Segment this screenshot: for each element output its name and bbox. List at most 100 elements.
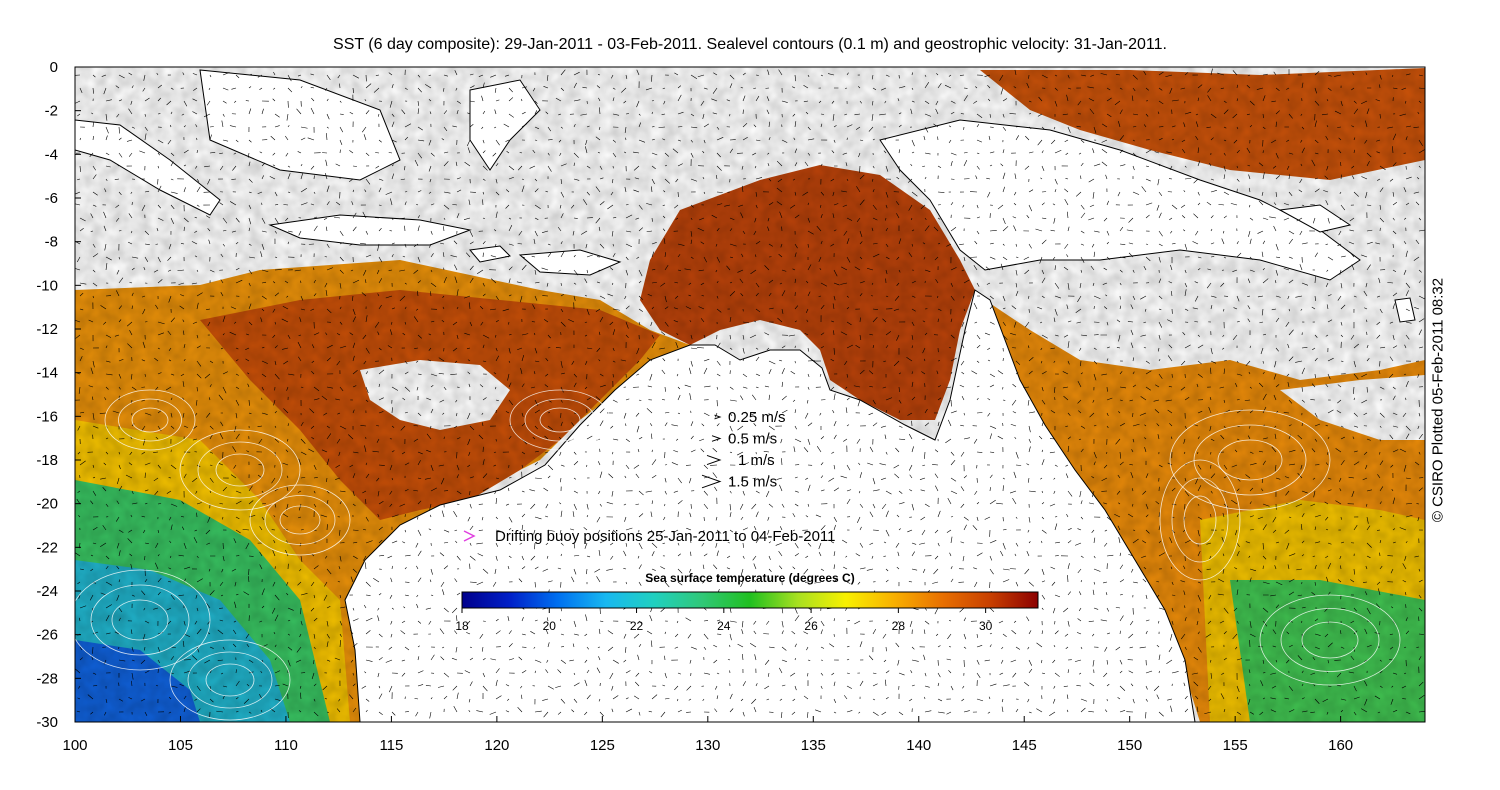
velocity-vector bbox=[209, 646, 214, 649]
velocity-vector bbox=[399, 217, 406, 220]
velocity-vector bbox=[310, 308, 315, 311]
velocity-vector bbox=[1010, 423, 1017, 427]
velocity-vector bbox=[584, 659, 588, 663]
velocity-vector bbox=[1301, 422, 1303, 427]
velocity-vector bbox=[1351, 165, 1355, 169]
velocity-vector bbox=[129, 451, 133, 456]
velocity-vector bbox=[144, 243, 150, 246]
velocity-vector bbox=[352, 683, 356, 687]
velocity-vector bbox=[339, 640, 342, 648]
velocity-vector bbox=[92, 174, 97, 180]
velocity-vector bbox=[1405, 250, 1408, 258]
velocity-vector bbox=[1249, 238, 1252, 245]
velocity-vector bbox=[456, 213, 460, 219]
velocity-vector bbox=[843, 566, 848, 570]
velocity-vector bbox=[182, 381, 185, 388]
velocity-vector bbox=[893, 464, 900, 469]
velocity-vector bbox=[755, 177, 763, 180]
velocity-vector bbox=[547, 152, 550, 156]
velocity-vector bbox=[898, 112, 902, 115]
velocity-vector bbox=[229, 201, 237, 206]
velocity-vector bbox=[841, 539, 848, 544]
velocity-vector bbox=[1262, 278, 1269, 284]
velocity-vector bbox=[208, 87, 211, 91]
velocity-vector bbox=[1338, 137, 1342, 141]
velocity-vector bbox=[664, 321, 669, 327]
velocity-vector bbox=[1155, 384, 1160, 388]
velocity-vector bbox=[1093, 347, 1097, 350]
velocity-vector bbox=[440, 581, 445, 587]
velocity-vector bbox=[203, 113, 211, 118]
velocity-vector bbox=[883, 150, 887, 154]
velocity-vector bbox=[144, 472, 146, 479]
velocity-vector bbox=[729, 451, 733, 454]
velocity-vector bbox=[1334, 110, 1342, 115]
velocity-vector bbox=[989, 242, 994, 245]
velocity-vector bbox=[196, 149, 198, 154]
velocity-vector bbox=[428, 139, 432, 146]
velocity-vector bbox=[1037, 306, 1043, 310]
velocity-vector bbox=[118, 126, 120, 134]
velocity-vector bbox=[139, 150, 146, 154]
velocity-vector bbox=[560, 213, 564, 219]
velocity-vector bbox=[547, 139, 553, 141]
velocity-vector bbox=[597, 269, 601, 272]
velocity-vector bbox=[1414, 307, 1420, 310]
velocity-vector bbox=[1193, 213, 1199, 219]
velocity-vector bbox=[1015, 516, 1018, 519]
velocity-vector bbox=[1064, 243, 1069, 249]
velocity-vector bbox=[664, 581, 670, 588]
velocity-vector bbox=[378, 256, 383, 263]
velocity-vector bbox=[442, 306, 445, 310]
velocity-vector bbox=[1414, 461, 1420, 466]
velocity-vector bbox=[895, 642, 900, 648]
velocity-vector bbox=[1041, 150, 1044, 154]
velocity-vector bbox=[261, 360, 268, 364]
velocity-vector bbox=[1114, 100, 1121, 106]
velocity-vector bbox=[143, 438, 146, 446]
velocity-vector bbox=[326, 243, 330, 248]
velocity-vector bbox=[989, 113, 991, 118]
velocity-vector bbox=[599, 243, 605, 249]
velocity-vector bbox=[1353, 607, 1357, 612]
velocity-vector bbox=[1002, 113, 1005, 118]
velocity-vector bbox=[547, 529, 555, 532]
velocity-vector bbox=[612, 329, 616, 336]
velocity-vector bbox=[476, 581, 484, 585]
velocity-vector bbox=[1288, 238, 1293, 245]
velocity-vector bbox=[911, 446, 914, 453]
velocity-vector bbox=[194, 216, 198, 219]
velocity-vector bbox=[755, 308, 761, 313]
velocity-vector bbox=[767, 163, 770, 167]
velocity-vector bbox=[1028, 100, 1032, 103]
velocity-vector bbox=[1106, 200, 1109, 206]
velocity-vector bbox=[1103, 502, 1108, 505]
velocity-vector bbox=[1132, 269, 1135, 273]
velocity-vector bbox=[1301, 540, 1305, 544]
velocity-vector bbox=[1153, 685, 1160, 691]
velocity-vector bbox=[1158, 373, 1163, 379]
velocity-vector bbox=[898, 149, 901, 154]
velocity-vector bbox=[1348, 476, 1355, 479]
velocity-vector bbox=[287, 74, 292, 82]
velocity-vector bbox=[764, 685, 770, 690]
velocity-vector bbox=[300, 438, 306, 444]
velocity-vector bbox=[1232, 113, 1238, 119]
velocity-vector bbox=[1301, 367, 1305, 375]
velocity-vector bbox=[1065, 464, 1069, 467]
velocity-vector bbox=[963, 256, 966, 262]
velocity-vector bbox=[1105, 294, 1108, 297]
velocity-vector bbox=[596, 576, 601, 583]
velocity-vector bbox=[391, 121, 395, 128]
velocity-vector bbox=[1418, 329, 1422, 336]
velocity-vector bbox=[872, 178, 874, 182]
velocity-vector bbox=[1314, 252, 1318, 258]
velocity-vector bbox=[92, 542, 97, 545]
velocity-vector bbox=[1093, 373, 1097, 381]
velocity-vector bbox=[482, 657, 486, 661]
velocity-vector bbox=[1353, 450, 1358, 453]
velocity-vector bbox=[625, 214, 633, 219]
velocity-vector bbox=[976, 659, 980, 665]
velocity-vector bbox=[467, 112, 471, 115]
velocity-vector bbox=[521, 354, 525, 362]
